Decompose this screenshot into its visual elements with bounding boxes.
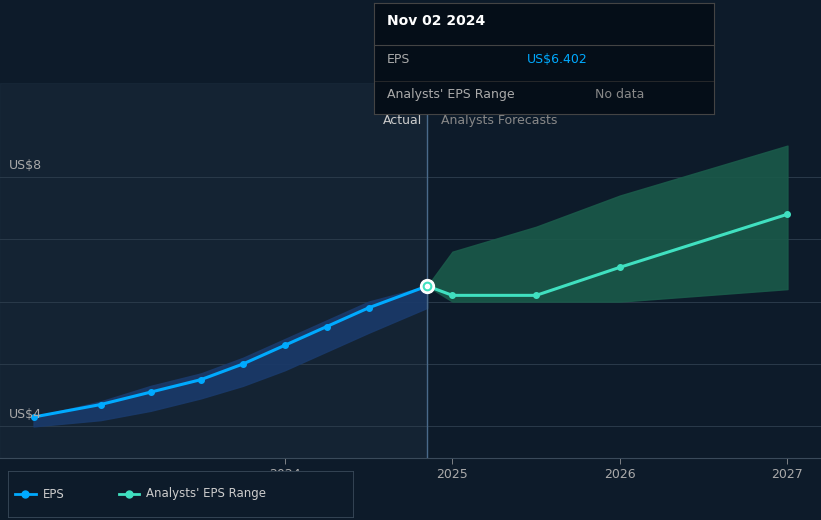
- Text: Analysts' EPS Range: Analysts' EPS Range: [146, 488, 266, 500]
- Text: Analysts Forecasts: Analysts Forecasts: [441, 114, 557, 127]
- Text: US$4: US$4: [8, 408, 41, 421]
- Text: EPS: EPS: [43, 488, 64, 500]
- Text: Nov 02 2024: Nov 02 2024: [388, 14, 485, 28]
- Text: Analysts' EPS Range: Analysts' EPS Range: [388, 87, 515, 100]
- Text: US$8: US$8: [8, 159, 42, 172]
- Bar: [0, 83, 427, 458]
- Text: No data: No data: [595, 87, 644, 100]
- Text: Actual: Actual: [383, 114, 422, 127]
- Text: EPS: EPS: [388, 53, 410, 66]
- Text: US$6.402: US$6.402: [527, 53, 588, 66]
